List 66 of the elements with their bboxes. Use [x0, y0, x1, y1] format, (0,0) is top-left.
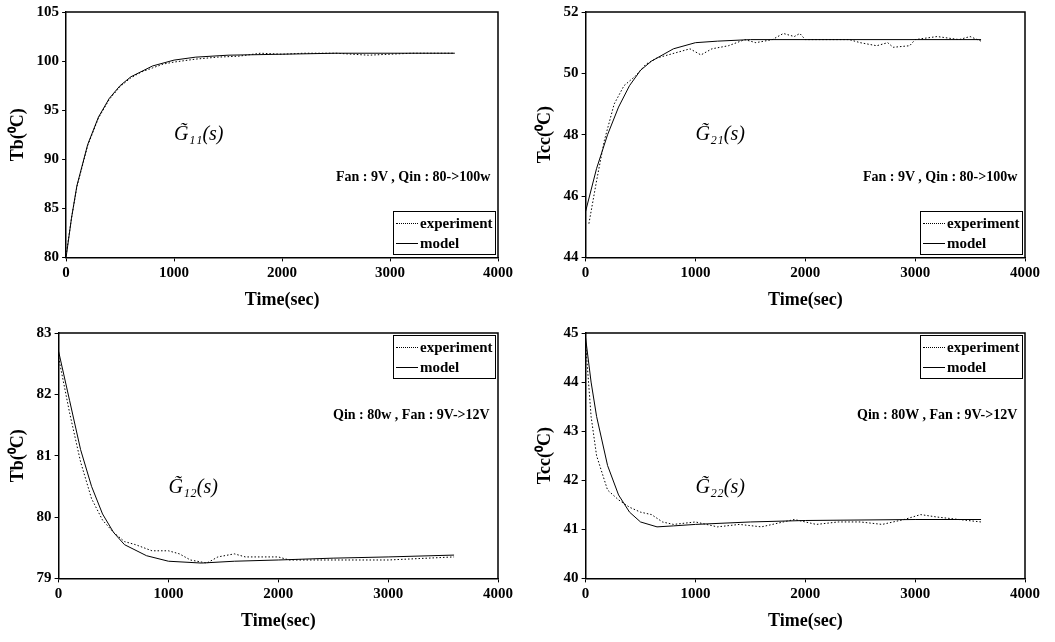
y-tick-label: 85 — [44, 199, 60, 216]
annotation: Qin : 80W , Fan : 9V->12V — [857, 406, 1018, 423]
legend-label: model — [947, 234, 987, 252]
x-axis-title: Time(sec) — [767, 288, 843, 310]
annotation: Fan : 9V , Qin : 80->100w — [336, 169, 491, 186]
y-tick-label: 82 — [36, 385, 52, 402]
annotation: G̃₂₂(s) — [695, 475, 745, 499]
y-tick-label: 83 — [36, 323, 52, 340]
x-tick-label: 1000 — [680, 264, 711, 281]
x-tick-label: 4000 — [1010, 264, 1040, 281]
legend-label: experiment — [420, 214, 493, 232]
y-tick-label: 52 — [563, 2, 579, 19]
x-tick-label: 2000 — [267, 264, 298, 281]
annotation: G̃₁₁(s) — [174, 122, 224, 146]
x-tick-label: 3000 — [373, 585, 404, 602]
x-axis-title: Time(sec) — [240, 609, 316, 631]
x-tick-label: 1000 — [159, 264, 190, 281]
y-tick-label: 46 — [563, 186, 580, 203]
y-tick-label: 95 — [44, 101, 60, 118]
legend-label: experiment — [947, 338, 1020, 356]
legend-label: model — [420, 234, 460, 252]
y-tick-label: 105 — [36, 2, 60, 19]
x-tick-label: 4000 — [1010, 585, 1040, 602]
y-tick-label: 80 — [36, 507, 52, 524]
x-tick-label: 0 — [62, 264, 70, 281]
y-tick-label: 79 — [36, 569, 52, 586]
y-tick-label: 43 — [563, 422, 579, 439]
y-tick-label: 80 — [44, 248, 60, 265]
x-tick-label: 1000 — [680, 585, 711, 602]
y-tick-label: 44 — [563, 248, 580, 265]
legend-label: model — [420, 358, 460, 376]
x-tick-label: 0 — [54, 585, 63, 602]
x-tick-label: 4000 — [483, 264, 513, 281]
y-axis-title: Tcc(⁰C) — [534, 106, 556, 164]
x-axis-title: Time(sec) — [244, 288, 320, 310]
annotation: G̃₂₁(s) — [695, 122, 745, 146]
x-tick-label: 3000 — [375, 264, 406, 281]
y-axis-title: Tcc(⁰C) — [534, 427, 556, 485]
y-tick-label: 100 — [36, 51, 60, 68]
legend-label: model — [947, 358, 987, 376]
y-tick-label: 81 — [36, 446, 52, 463]
y-tick-label: 90 — [44, 150, 60, 167]
x-tick-label: 2000 — [790, 264, 821, 281]
x-tick-label: 1000 — [153, 585, 184, 602]
legend-label: experiment — [420, 338, 493, 356]
legend-label: experiment — [947, 214, 1020, 232]
y-axis-title: Tb(⁰C) — [7, 429, 29, 483]
y-tick-label: 45 — [563, 323, 579, 340]
x-tick-label: 3000 — [900, 264, 931, 281]
x-tick-label: 2000 — [790, 585, 821, 602]
annotation: G̃₁₂(s) — [168, 475, 218, 499]
annotation: Qin : 80w , Fan : 9V->12V — [333, 406, 490, 423]
y-tick-label: 50 — [563, 64, 579, 81]
y-tick-label: 41 — [563, 520, 579, 537]
x-tick-label: 0 — [581, 585, 590, 602]
x-tick-label: 4000 — [483, 585, 513, 602]
annotation: Fan : 9V , Qin : 80->100w — [863, 169, 1018, 186]
x-tick-label: 3000 — [900, 585, 931, 602]
x-tick-label: 0 — [581, 264, 590, 281]
x-tick-label: 2000 — [263, 585, 294, 602]
y-axis-title: Tb(⁰C) — [7, 108, 29, 162]
y-tick-label: 42 — [563, 471, 579, 488]
y-tick-label: 40 — [563, 569, 579, 586]
y-tick-label: 44 — [563, 372, 580, 389]
x-axis-title: Time(sec) — [767, 609, 843, 631]
y-tick-label: 48 — [563, 125, 579, 142]
